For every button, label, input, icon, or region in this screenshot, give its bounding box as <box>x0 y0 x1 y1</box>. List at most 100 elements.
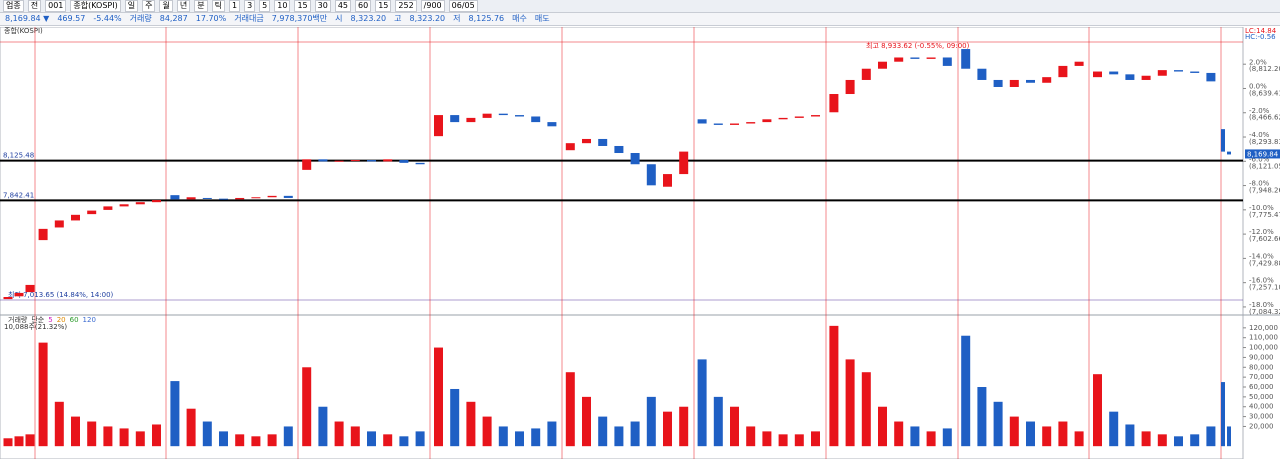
volume-tick-label: 100,000 <box>1249 344 1278 352</box>
candle <box>663 174 672 187</box>
y2-tick-label: -12.0% <box>1249 228 1274 236</box>
candle <box>283 195 293 198</box>
candle <box>679 151 689 175</box>
volume-bar <box>186 408 196 447</box>
toolbar-item[interactable]: 년 <box>176 0 191 12</box>
volume-bar <box>399 436 409 447</box>
toolbar-item[interactable]: 틱 <box>211 0 225 12</box>
volume-bar <box>878 406 887 447</box>
toolbar-item[interactable]: 60 <box>355 0 372 12</box>
y2-tick-label: -2.0% <box>1249 107 1270 115</box>
candle <box>415 162 425 165</box>
candle <box>630 153 640 165</box>
candle <box>334 160 344 162</box>
toolbar-item[interactable]: 업종 <box>3 0 24 12</box>
volume-bar <box>845 359 855 447</box>
volume-bar <box>663 411 672 447</box>
candle <box>302 159 312 170</box>
candle <box>170 195 180 200</box>
candle <box>1221 129 1225 152</box>
y2-tick-label: -16.0% <box>1249 277 1274 285</box>
candle <box>1058 65 1068 78</box>
candle <box>318 159 328 162</box>
toolbar-item: 8,169.84 ▼ <box>5 14 50 23</box>
volume-bar <box>3 438 13 447</box>
volume-bar <box>515 431 524 447</box>
y2-tick-label: 0.0% <box>1249 83 1267 91</box>
toolbar-item[interactable]: 전 <box>27 0 42 12</box>
candle <box>961 49 971 69</box>
candle <box>103 206 113 210</box>
toolbar-item[interactable]: 분 <box>194 0 208 12</box>
toolbar-item[interactable]: 06/05 <box>448 0 478 12</box>
toolbar-item[interactable]: 45 <box>334 0 352 12</box>
toolbar-item[interactable]: 매수 <box>512 14 527 23</box>
toolbar-item: 저 <box>453 14 461 23</box>
volume-bar <box>861 372 871 447</box>
toolbar-item[interactable]: 10 <box>274 0 291 12</box>
y-tick-label: (8,121.05) <box>1249 162 1280 170</box>
volume-bar <box>25 434 35 447</box>
toolbar-item[interactable]: 15 <box>375 0 392 12</box>
volume-tick-label: 80,000 <box>1249 363 1274 371</box>
candle <box>565 143 575 151</box>
toolbar-item[interactable]: /900 <box>420 0 445 12</box>
volume-bar <box>598 416 608 447</box>
volume-bar <box>350 426 360 447</box>
toolbar-item[interactable]: 매도 <box>534 14 550 23</box>
volume-bar <box>202 421 212 447</box>
toolbar-item[interactable]: 15 <box>294 0 311 12</box>
toolbar-item[interactable]: 1 <box>228 0 241 12</box>
candle <box>219 198 228 200</box>
volume-bar <box>38 342 48 447</box>
volume-bar <box>318 406 328 447</box>
volume-bar <box>219 431 228 447</box>
volume-bar <box>498 426 508 447</box>
volume-tick-label: 70,000 <box>1249 373 1274 381</box>
candle <box>977 68 987 80</box>
candle <box>434 115 443 137</box>
toolbar-item[interactable]: 5 <box>259 0 271 12</box>
toolbar-item[interactable]: 001 <box>45 0 67 12</box>
y-tick-label: (7,429.88) <box>1249 259 1280 267</box>
volume-bar <box>811 431 820 447</box>
toolbar-item[interactable]: 일 <box>124 0 139 12</box>
toolbar-item[interactable]: 주 <box>142 0 156 12</box>
volume-bar <box>251 436 261 447</box>
candle <box>531 116 541 123</box>
volume-bar <box>434 347 443 447</box>
volume-last: 10,088주(21.32%) <box>4 323 67 331</box>
pane-title: 종합(KOSPI) <box>4 27 43 35</box>
candle <box>730 123 739 125</box>
toolbar-item[interactable]: 종합(KOSPI) <box>70 0 121 12</box>
toolbar-item[interactable]: 30 <box>314 0 331 12</box>
toolbar-item: 8,323.20 <box>350 14 387 23</box>
price-label: 8,169.84 <box>1247 150 1279 158</box>
annotation: 최고 8,933.62 (-0.55%, 09:00) <box>866 41 970 50</box>
volume-bar <box>1141 431 1151 447</box>
candle <box>926 57 936 59</box>
candle <box>713 123 723 125</box>
volume-tick-label: 40,000 <box>1249 403 1274 411</box>
candle <box>367 160 376 162</box>
candle <box>993 79 1003 87</box>
y-tick-label: (8,293.83) <box>1249 138 1280 146</box>
toolbar-item[interactable]: 3 <box>244 0 256 12</box>
y2-tick-label: -6.0% <box>1249 155 1270 163</box>
candle <box>14 292 24 297</box>
candle <box>894 57 904 62</box>
level-label: 7,842.41 <box>3 191 34 199</box>
candle <box>845 79 855 95</box>
volume-bar <box>14 436 24 447</box>
volume-bar <box>778 434 788 447</box>
toolbar-item[interactable]: 252 <box>395 0 417 12</box>
volume-bar <box>283 426 293 447</box>
toolbar-item[interactable]: 월 <box>159 0 173 12</box>
plot-frame <box>0 27 1244 459</box>
toolbar-item: 469.57 <box>57 14 86 23</box>
candle <box>646 164 656 186</box>
annotation: LC:14.84 <box>1245 27 1277 35</box>
volume-bar <box>1221 382 1225 447</box>
volume-tick-label: 110,000 <box>1249 334 1278 342</box>
